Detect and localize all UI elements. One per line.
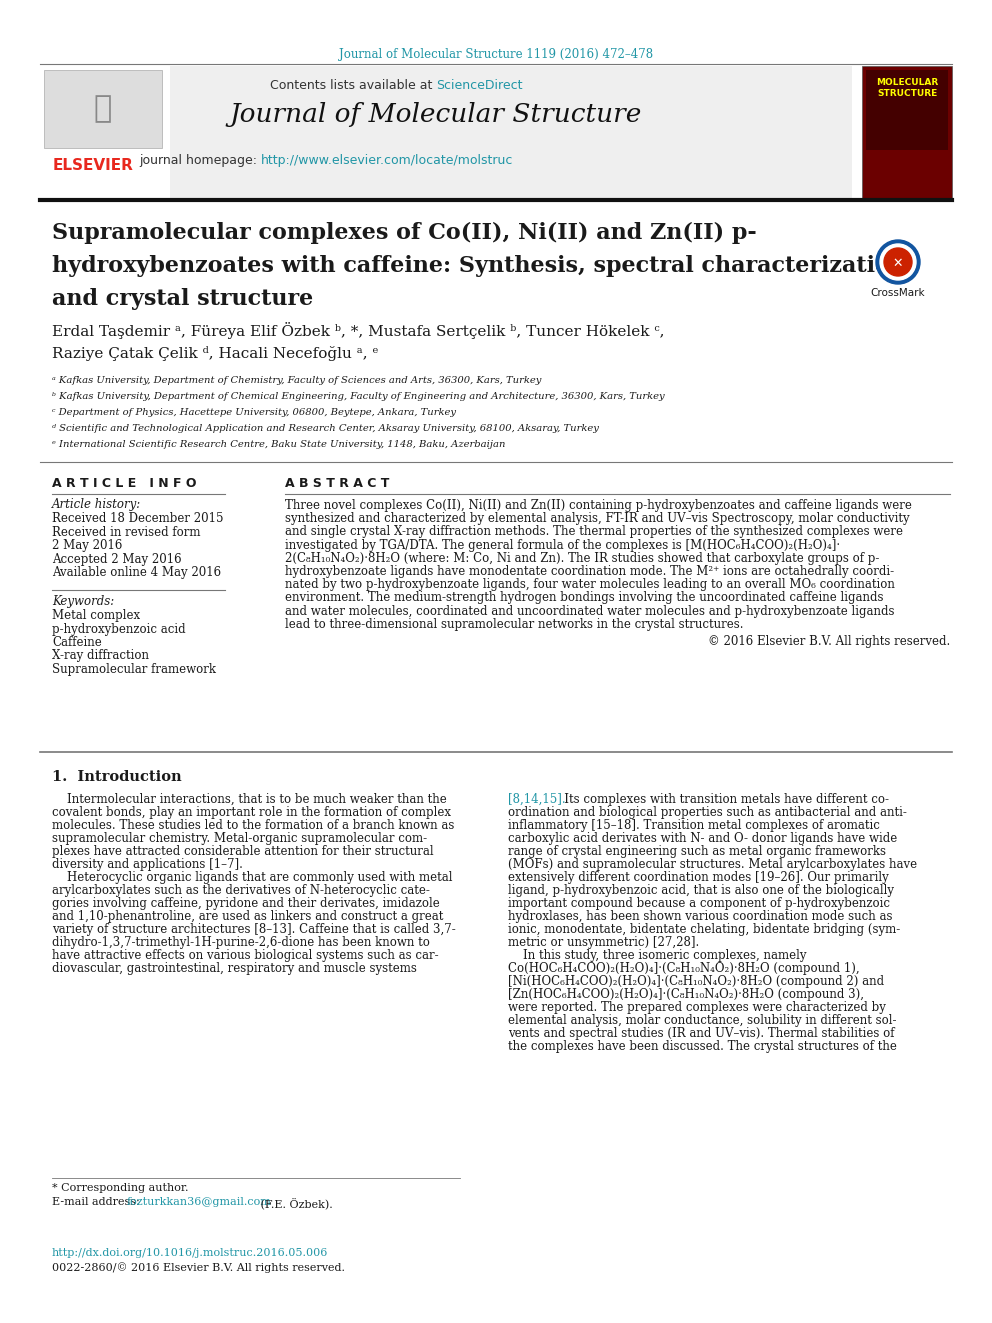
Text: [Zn(HOC₆H₄COO)₂(H₂O)₄]·(C₈H₁₀N₄O₂)·8H₂O (compound 3),: [Zn(HOC₆H₄COO)₂(H₂O)₄]·(C₈H₁₀N₄O₂)·8H₂O … [508,988,864,1002]
Text: A R T I C L E   I N F O: A R T I C L E I N F O [52,478,196,490]
Text: Three novel complexes Co(II), Ni(II) and Zn(II) containing p-hydroxybenzoates an: Three novel complexes Co(II), Ni(II) and… [285,499,912,512]
Bar [866,70,948,149]
Bar [40,66,852,198]
Text: the complexes have been discussed. The crystal structures of the: the complexes have been discussed. The c… [508,1040,897,1053]
Text: Available online 4 May 2016: Available online 4 May 2016 [52,566,221,579]
Text: E-mail address:: E-mail address: [52,1197,143,1207]
Text: 1.  Introduction: 1. Introduction [52,770,182,785]
Text: ᵉ International Scientific Research Centre, Baku State University, 1148, Baku, A: ᵉ International Scientific Research Cent… [52,441,506,448]
Bar [40,66,170,198]
Text: Its complexes with transition metals have different co-: Its complexes with transition metals hav… [508,792,889,806]
Text: and water molecules, coordinated and uncoordinated water molecules and p-hydroxy: and water molecules, coordinated and unc… [285,605,895,618]
Text: In this study, three isomeric complexes, namely: In this study, three isomeric complexes,… [508,949,806,962]
Text: were reported. The prepared complexes were characterized by: were reported. The prepared complexes we… [508,1002,886,1013]
Text: ELSEVIER: ELSEVIER [53,157,134,173]
Text: Supramolecular complexes of Co(II), Ni(II) and Zn(II) p-: Supramolecular complexes of Co(II), Ni(I… [52,222,757,245]
Text: extensively different coordination modes [19–26]. Our primarily: extensively different coordination modes… [508,871,889,884]
Text: 2(C₈H₁₀N₄O₂)·8H₂O (where: M: Co, Ni and Zn). The IR studies showed that carboxyl: 2(C₈H₁₀N₄O₂)·8H₂O (where: M: Co, Ni and … [285,552,879,565]
Text: and 1,10-phenantroline, are used as linkers and construct a great: and 1,10-phenantroline, are used as link… [52,910,443,923]
Text: hydroxybenzoates with caffeine: Synthesis, spectral characterization: hydroxybenzoates with caffeine: Synthesi… [52,255,906,277]
Text: gories involving caffeine, pyridone and their derivates, imidazole: gories involving caffeine, pyridone and … [52,897,439,910]
Text: 0022-2860/© 2016 Elsevier B.V. All rights reserved.: 0022-2860/© 2016 Elsevier B.V. All right… [52,1262,345,1273]
Text: ᵈ Scientific and Technological Application and Research Center, Aksaray Universi: ᵈ Scientific and Technological Applicati… [52,423,599,433]
Text: diovascular, gastrointestinal, respiratory and muscle systems: diovascular, gastrointestinal, respirato… [52,962,417,975]
Text: Erdal Taşdemir ᵃ, Füreya Elif Özbek ᵇ, *, Mustafa Sertçelik ᵇ, Tuncer Hökelek ᶜ,: Erdal Taşdemir ᵃ, Füreya Elif Özbek ᵇ, *… [52,321,665,339]
Text: have attractive effects on various biological systems such as car-: have attractive effects on various biolo… [52,949,438,962]
Text: lead to three-dimensional supramolecular networks in the crystal structures.: lead to three-dimensional supramolecular… [285,618,743,631]
Text: arylcarboxylates such as the derivatives of N-heterocyclic cate-: arylcarboxylates such as the derivatives… [52,884,430,897]
Text: CrossMark: CrossMark [871,288,926,298]
Text: variety of structure architectures [8–13]. Caffeine that is called 3,7-: variety of structure architectures [8–13… [52,923,455,935]
Circle shape [884,247,912,277]
Text: p-hydroxybenzoic acid: p-hydroxybenzoic acid [52,623,186,635]
Text: inflammatory [15–18]. Transition metal complexes of aromatic: inflammatory [15–18]. Transition metal c… [508,819,880,832]
Text: molecules. These studies led to the formation of a branch known as: molecules. These studies led to the form… [52,819,454,832]
Text: supramolecular chemistry. Metal-organic supramolecular com-: supramolecular chemistry. Metal-organic … [52,832,428,845]
Text: ScienceDirect: ScienceDirect [436,79,523,93]
Text: elemental analysis, molar conductance, solubility in different sol-: elemental analysis, molar conductance, s… [508,1013,897,1027]
Circle shape [876,239,920,284]
Bar [862,66,952,198]
Text: 🖼: 🖼 [94,94,112,123]
Text: Keywords:: Keywords: [52,595,114,609]
Bar [44,70,162,148]
Text: important compound because a component of p-hydroxybenzoic: important compound because a component o… [508,897,890,910]
Text: journal homepage:: journal homepage: [139,153,261,167]
Text: ionic, monodentate, bidentate chelating, bidentate bridging (sym-: ionic, monodentate, bidentate chelating,… [508,923,901,935]
Text: ᶜ Department of Physics, Hacettepe University, 06800, Beytepe, Ankara, Turkey: ᶜ Department of Physics, Hacettepe Unive… [52,407,456,417]
Text: vents and spectral studies (IR and UV–vis). Thermal stabilities of: vents and spectral studies (IR and UV–vi… [508,1027,895,1040]
Text: Heterocyclic organic ligands that are commonly used with metal: Heterocyclic organic ligands that are co… [52,871,452,884]
Text: ordination and biological properties such as antibacterial and anti-: ordination and biological properties suc… [508,806,907,819]
Text: Intermolecular interactions, that is to be much weaker than the: Intermolecular interactions, that is to … [52,792,446,806]
Text: Caffeine: Caffeine [52,636,102,650]
Text: covalent bonds, play an important role in the formation of complex: covalent bonds, play an important role i… [52,806,451,819]
Text: 2 May 2016: 2 May 2016 [52,538,122,552]
Text: plexes have attracted considerable attention for their structural: plexes have attracted considerable atten… [52,845,434,859]
Text: © 2016 Elsevier B.V. All rights reserved.: © 2016 Elsevier B.V. All rights reserved… [707,635,950,648]
Text: [Ni(HOC₆H₄COO)₂(H₂O)₄]·(C₈H₁₀N₄O₂)·8H₂O (compound 2) and: [Ni(HOC₆H₄COO)₂(H₂O)₄]·(C₈H₁₀N₄O₂)·8H₂O … [508,975,884,988]
Text: hydroxlases, has been shown various coordination mode such as: hydroxlases, has been shown various coor… [508,910,893,923]
Text: synthesized and characterized by elemental analysis, FT-IR and UV–vis Spectrosco: synthesized and characterized by element… [285,512,910,525]
Text: Metal complex: Metal complex [52,609,140,622]
Text: range of crystal engineering such as metal organic frameworks: range of crystal engineering such as met… [508,845,886,859]
Text: dihydro-1,3,7-trimethyl-1H-purine-2,6-dione has been known to: dihydro-1,3,7-trimethyl-1H-purine-2,6-di… [52,935,430,949]
Text: Raziye Çatak Çelik ᵈ, Hacali Necefоğlu ᵃ, ᵉ: Raziye Çatak Çelik ᵈ, Hacali Necefоğlu ᵃ… [52,347,379,361]
Text: ᵃ Kafkas University, Department of Chemistry, Faculty of Sciences and Arts, 3630: ᵃ Kafkas University, Department of Chemi… [52,376,542,385]
Text: metric or unsymmetric) [27,28].: metric or unsymmetric) [27,28]. [508,935,699,949]
Text: investigated by TGA/DTA. The general formula of the complexes is [M(HOC₆H₄COO)₂(: investigated by TGA/DTA. The general for… [285,538,840,552]
Text: Journal of Molecular Structure 1119 (2016) 472–478: Journal of Molecular Structure 1119 (201… [339,48,653,61]
Text: ✕: ✕ [893,257,904,270]
Text: environment. The medium-strength hydrogen bondings involving the uncoordinated c: environment. The medium-strength hydroge… [285,591,884,605]
Text: http://dx.doi.org/10.1016/j.molstruc.2016.05.006: http://dx.doi.org/10.1016/j.molstruc.201… [52,1248,328,1258]
Text: hydroxybenzoate ligands have monodentate coordination mode. The M²⁺ ions are oct: hydroxybenzoate ligands have monodentate… [285,565,894,578]
Text: X-ray diffraction: X-ray diffraction [52,650,149,663]
Text: fozturkkan36@gmail.com: fozturkkan36@gmail.com [127,1197,272,1207]
Text: Journal of Molecular Structure: Journal of Molecular Structure [230,102,642,127]
Text: Article history:: Article history: [52,497,141,511]
Text: diversity and applications [1–7].: diversity and applications [1–7]. [52,859,243,871]
Circle shape [880,243,916,280]
Text: Accepted 2 May 2016: Accepted 2 May 2016 [52,553,182,565]
Text: http://www.elsevier.com/locate/molstruc: http://www.elsevier.com/locate/molstruc [261,153,514,167]
Text: * Corresponding author.: * Corresponding author. [52,1183,188,1193]
Text: and single crystal X-ray diffraction methods. The thermal properties of the synt: and single crystal X-ray diffraction met… [285,525,903,538]
Text: [8,14,15].: [8,14,15]. [508,792,565,806]
Text: Contents lists available at: Contents lists available at [270,79,436,93]
Text: (MOFs) and supramolecular structures. Metal arylcarboxylates have: (MOFs) and supramolecular structures. Me… [508,859,918,871]
Text: (F.E. Özbek).: (F.E. Özbek). [257,1197,332,1209]
Text: nated by two p-hydroxybenzoate ligands, four water molecules leading to an overa: nated by two p-hydroxybenzoate ligands, … [285,578,895,591]
Text: Received 18 December 2015: Received 18 December 2015 [52,512,223,525]
Text: Received in revised form: Received in revised form [52,525,200,538]
Text: ᵇ Kafkas University, Department of Chemical Engineering, Faculty of Engineering : ᵇ Kafkas University, Department of Chemi… [52,392,665,401]
Text: MOLECULAR
STRUCTURE: MOLECULAR STRUCTURE [876,78,938,98]
Text: and crystal structure: and crystal structure [52,288,313,310]
Text: A B S T R A C T: A B S T R A C T [285,478,390,490]
Text: ligand, p-hydroxybenzoic acid, that is also one of the biologically: ligand, p-hydroxybenzoic acid, that is a… [508,884,894,897]
Text: carboxylic acid derivates with N- and O- donor ligands have wide: carboxylic acid derivates with N- and O-… [508,832,897,845]
Text: Supramolecular framework: Supramolecular framework [52,663,216,676]
Text: Co(HOC₆H₄COO)₂(H₂O)₄]·(C₈H₁₀N₄O₂)·8H₂O (compound 1),: Co(HOC₆H₄COO)₂(H₂O)₄]·(C₈H₁₀N₄O₂)·8H₂O (… [508,962,860,975]
